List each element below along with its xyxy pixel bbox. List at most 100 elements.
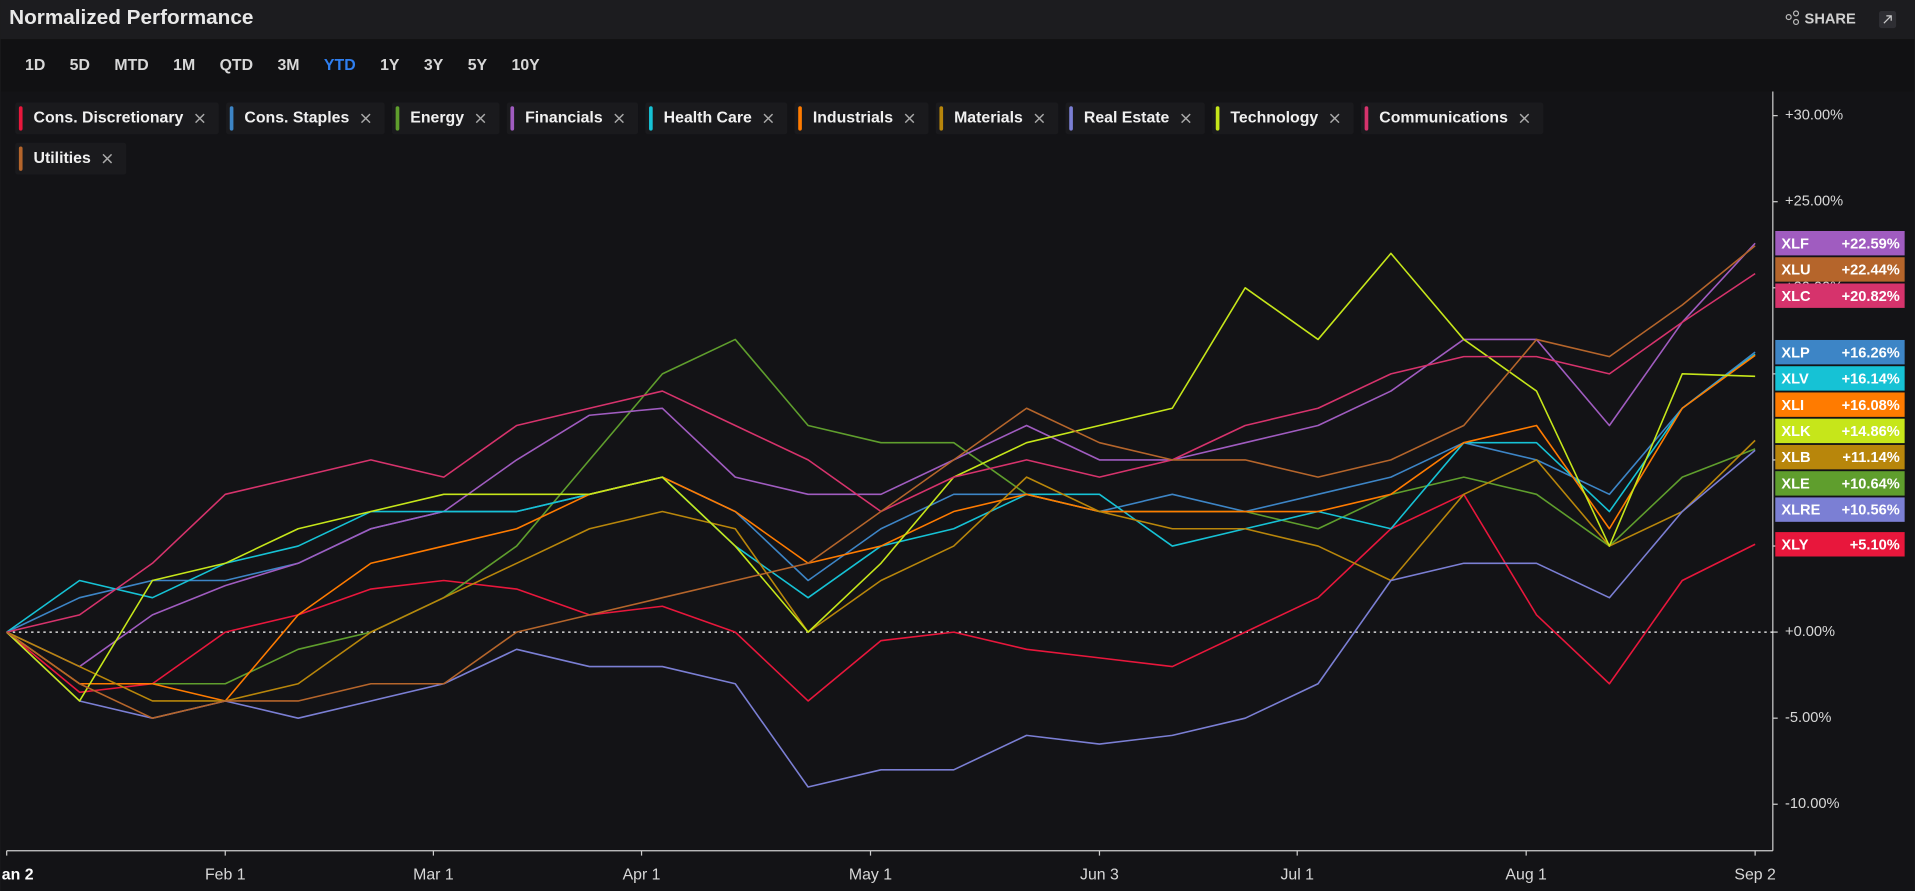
end-badge	[1775, 444, 1905, 470]
end-badge-ticker: XLP	[1781, 345, 1810, 361]
legend-chip	[1065, 102, 1205, 135]
legend-remove[interactable]	[1329, 113, 1340, 124]
end-badge	[1775, 497, 1905, 522]
end-badge-value: +5.10%	[1850, 537, 1900, 553]
timeframe-button[interactable]: YTD	[324, 57, 356, 74]
legend-swatch	[18, 146, 23, 171]
end-badge	[1775, 532, 1905, 557]
end-badge	[1775, 471, 1905, 496]
end-badge-value: +16.26%	[1842, 345, 1900, 361]
end-badge-value: +11.14%	[1842, 450, 1899, 466]
timeframe-button[interactable]: 1M	[173, 57, 195, 74]
legend-swatch	[229, 106, 234, 131]
legend-chip	[15, 102, 219, 135]
legend-item[interactable]: Utilities	[15, 142, 127, 175]
end-badge-ticker: XLF	[1781, 236, 1809, 252]
legend-label: Materials	[954, 110, 1023, 127]
legend-remove[interactable]	[102, 153, 113, 164]
legend-item[interactable]: Real Estate	[1065, 102, 1205, 135]
x-tick-label: Feb 1	[205, 866, 246, 883]
legend-remove[interactable]	[1181, 113, 1191, 124]
x-tick-label: Jun 3	[1080, 866, 1119, 883]
legend-label: Financials	[525, 110, 603, 127]
legend-item[interactable]: Cons. Discretionary	[15, 102, 219, 135]
legend-remove[interactable]	[614, 113, 624, 124]
end-badge-ticker: XLY	[1781, 537, 1808, 553]
end-badge	[1775, 283, 1905, 308]
timeframe-button[interactable]: 5D	[70, 57, 90, 74]
series-line	[6, 449, 1756, 788]
y-tick-label: +30.00%	[1785, 108, 1843, 124]
legend-label: Technology	[1230, 110, 1318, 127]
timeframe-button[interactable]: 5Y	[468, 57, 488, 74]
end-badge-value: +20.82%	[1842, 289, 1900, 305]
legend-item[interactable]: Energy	[391, 102, 500, 135]
chart-area	[0, 91, 1915, 891]
x-tick-label: Apr 1	[623, 866, 661, 883]
end-badge-ticker: XLV	[1781, 372, 1809, 388]
legend-label: Real Estate	[1084, 110, 1170, 127]
end-badge-value: +14.86%	[1842, 424, 1900, 440]
legend-swatch	[1215, 106, 1220, 131]
legend: Cons. Discretionary Cons. Staples Energy Fi…	[15, 102, 1544, 175]
y-tick-label: -10.00%	[1785, 796, 1839, 812]
end-badge-ticker: XLE	[1781, 476, 1810, 492]
end-badge-ticker: XLC	[1781, 289, 1811, 305]
timeframe-bar: 1D 5D MTD 1M QTD 3M YTD 1Y 3Y 5Y 10Y	[25, 57, 540, 74]
end-badge-ticker: XLK	[1781, 424, 1811, 440]
end-badge-ticker: XLI	[1781, 398, 1804, 414]
legend-remove[interactable]	[904, 113, 915, 124]
legend-remove[interactable]	[195, 113, 205, 124]
legend-chip	[391, 102, 500, 135]
end-badge-value: +16.14%	[1842, 372, 1900, 388]
series-line	[6, 338, 1756, 685]
expand-button[interactable]	[1879, 10, 1897, 29]
timeframe-button[interactable]: 3Y	[424, 57, 444, 74]
legend-remove[interactable]	[1519, 113, 1530, 124]
legend-swatch	[939, 106, 944, 131]
legend-item[interactable]: Communications	[1360, 102, 1544, 135]
legend-item[interactable]: Health Care	[645, 102, 788, 135]
legend-item[interactable]: Financials	[506, 102, 639, 135]
share-icon	[1785, 14, 1792, 21]
legend-item[interactable]: Materials	[935, 102, 1059, 135]
y-tick-label: +0.00%	[1785, 624, 1835, 640]
share-label[interactable]: SHARE	[1805, 11, 1856, 27]
legend-chip	[15, 142, 127, 175]
series-line	[6, 245, 1756, 719]
legend-swatch	[18, 106, 23, 131]
legend-chip	[645, 102, 788, 135]
legend-item[interactable]: Technology	[1212, 102, 1354, 135]
legend-remove[interactable]	[763, 113, 774, 124]
legend-chip	[1360, 102, 1544, 135]
series-line	[6, 252, 1756, 702]
legend-label: Industrials	[813, 110, 893, 127]
legend-remove[interactable]	[475, 113, 486, 124]
legend-chip	[1212, 102, 1354, 135]
legend-item[interactable]: Industrials	[794, 102, 929, 135]
share-button[interactable]: SHARE	[1785, 10, 1856, 27]
timeframe-button[interactable]: 1D	[25, 57, 45, 74]
legend-remove[interactable]	[1034, 113, 1045, 124]
share-icon	[1792, 18, 1800, 26]
timeframe-button[interactable]: MTD	[114, 57, 148, 74]
legend-chip	[794, 102, 929, 135]
series-line	[6, 354, 1756, 702]
timeframe-button[interactable]: QTD	[220, 57, 253, 74]
expand-arrow	[1883, 15, 1892, 24]
end-badge-value: +10.64%	[1842, 476, 1900, 492]
timeframe-button[interactable]: 10Y	[512, 57, 541, 74]
end-badge	[1775, 366, 1905, 391]
legend-remove[interactable]	[360, 113, 371, 124]
timeframe-button[interactable]: 3M	[277, 57, 299, 74]
end-badge	[1775, 230, 1905, 256]
end-badge-ticker: XLU	[1781, 263, 1810, 279]
end-badge	[1775, 257, 1905, 282]
timeframe-button[interactable]: 1Y	[380, 57, 400, 74]
legend-item[interactable]: Cons. Staples	[226, 102, 385, 135]
legend-swatch	[798, 106, 802, 131]
x-tick-label: an 2	[2, 866, 34, 883]
legend-label: Cons. Staples	[244, 110, 349, 127]
legend-chip	[935, 102, 1059, 135]
x-tick-label: Aug 1	[1505, 866, 1547, 883]
